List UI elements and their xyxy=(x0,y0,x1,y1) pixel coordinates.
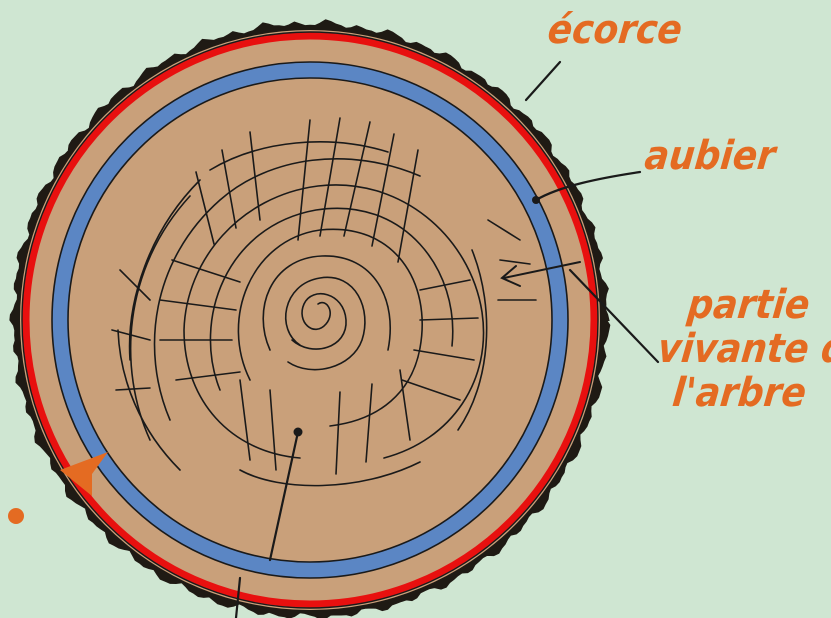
growth-rings xyxy=(111,117,537,487)
orange-pointer-icon xyxy=(8,452,108,524)
label-ecorce: écorce xyxy=(545,7,685,53)
leader-bottom xyxy=(234,576,242,618)
leader-ecorce xyxy=(524,60,562,102)
leader-vivante xyxy=(568,268,660,364)
leader-dot-aubier xyxy=(532,196,540,204)
blue-ring xyxy=(52,62,568,578)
label-partie-vivante: partie vivante de l'arbre xyxy=(651,282,831,416)
label-aubier: aubier xyxy=(642,133,778,179)
leader-lines xyxy=(234,60,660,618)
blue-ring-inner-edge xyxy=(67,77,553,563)
blue-ring-outer-edge xyxy=(51,61,569,579)
wood-disc xyxy=(20,30,600,610)
leader-dot-heart xyxy=(293,427,303,437)
inward-arrow xyxy=(500,261,581,287)
leader-heart xyxy=(268,430,300,562)
label-partie-vivante-line-2: vivante de xyxy=(655,326,831,372)
label-partie-vivante-line-3: l'arbre xyxy=(670,370,809,416)
red-ring xyxy=(22,32,598,608)
leader-aubier xyxy=(534,170,642,202)
label-partie-vivante-line-1: partie xyxy=(685,282,812,328)
red-ring-edge xyxy=(21,31,599,609)
